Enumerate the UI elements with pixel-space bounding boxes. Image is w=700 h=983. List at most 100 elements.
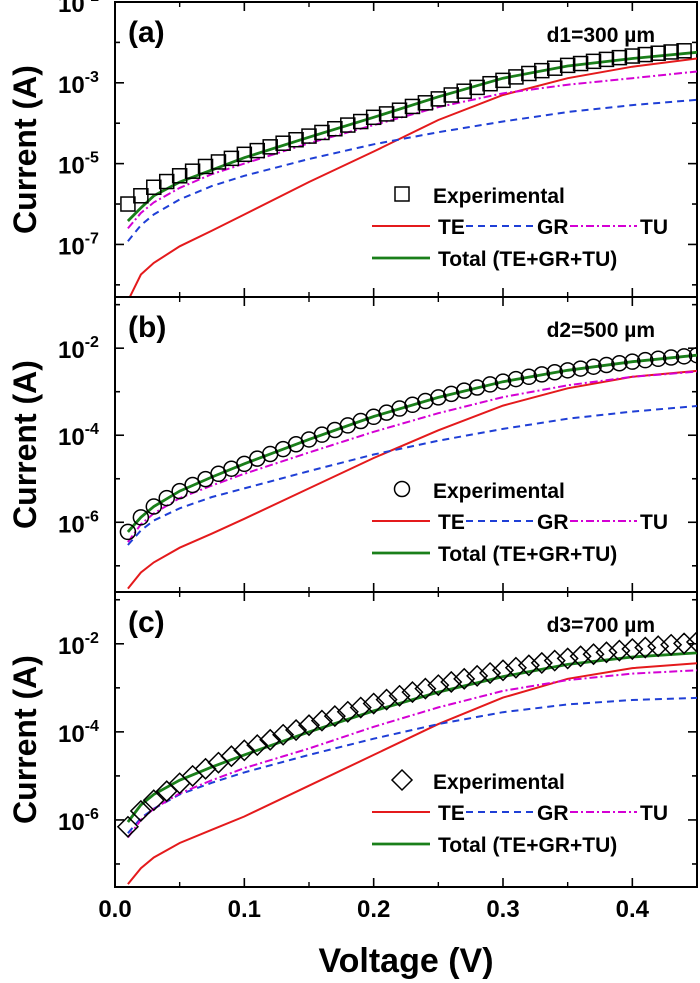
- data-point: [220, 745, 243, 768]
- data-point: [466, 664, 489, 687]
- data-point: [611, 355, 628, 372]
- legend-label-gr: GR: [537, 511, 569, 534]
- legend-marker-experimental: [394, 186, 410, 202]
- data-point: [365, 109, 382, 126]
- data-point: [456, 83, 472, 99]
- series-line-gr: [127, 98, 697, 242]
- data-point: [223, 150, 240, 167]
- data-point: [533, 366, 551, 383]
- data-point: [611, 49, 628, 66]
- data-point: [517, 654, 540, 677]
- data-point: [246, 734, 269, 757]
- data-point: [401, 681, 424, 704]
- series-line-total: [126, 353, 697, 533]
- series-line-te: [128, 57, 697, 297]
- data-point: [598, 356, 615, 374]
- data-point: [404, 98, 421, 115]
- data-point: [469, 79, 485, 96]
- legend-label-experimental: Experimental: [433, 185, 565, 208]
- data-point: [585, 358, 602, 375]
- legend: Experimental TE GR TU Total (TE+GR+TU): [372, 768, 668, 857]
- data-point: [272, 723, 295, 746]
- data-point: [259, 728, 282, 751]
- data-point: [685, 630, 697, 654]
- legend: Experimental TE GR TU Total (TE+GR+TU): [372, 185, 668, 271]
- legend-label-total: Total (TE+GR+TU): [438, 543, 617, 566]
- data-point: [569, 645, 592, 668]
- legend-label-experimental: Experimental: [433, 771, 565, 794]
- data-point: [530, 651, 553, 674]
- data-point: [375, 688, 398, 711]
- legend-label-tu: TU: [640, 216, 668, 239]
- data-point: [650, 45, 666, 61]
- data-point: [481, 376, 499, 393]
- data-point: [662, 349, 680, 366]
- data-point: [598, 51, 615, 68]
- data-point: [543, 649, 566, 672]
- y-tick-label: 10-2: [58, 334, 99, 364]
- legend-label-te: TE: [438, 216, 465, 239]
- data-point: [430, 91, 447, 107]
- data-point: [430, 389, 447, 406]
- legend-label-te: TE: [438, 802, 465, 825]
- legend-label-te: TE: [438, 511, 465, 534]
- y-tick-label: 10-2: [58, 630, 99, 660]
- data-point: [233, 739, 256, 762]
- x-axis-label: Voltage (V): [318, 942, 493, 980]
- data-point: [352, 113, 369, 130]
- data-point: [417, 392, 434, 410]
- data-point: [556, 647, 579, 670]
- panel-1: 10-7 10-5 10-3 10-1 Current (A) (a) d1=300 µm E…: [7, 0, 698, 298]
- data-point: [508, 69, 524, 85]
- data-point: [414, 677, 437, 700]
- data-point: [676, 43, 692, 59]
- data-point: [624, 48, 641, 64]
- data-point: [288, 131, 304, 148]
- series-line-tu: [127, 70, 697, 230]
- legend-label-total: Total (TE+GR+TU): [438, 248, 617, 271]
- data-point: [285, 718, 308, 742]
- data-point: [236, 146, 253, 163]
- data-point: [504, 656, 527, 679]
- panel-label: (b): [128, 311, 166, 344]
- data-point: [507, 370, 525, 388]
- series-line-te: [127, 662, 697, 885]
- data-point: [349, 696, 372, 719]
- data-point: [637, 351, 654, 369]
- data-point: [119, 523, 137, 541]
- data-point: [520, 368, 538, 386]
- y-tick-label: 10-4: [58, 718, 99, 748]
- data-point: [184, 163, 201, 179]
- panel-annotation: d3=700 µm: [547, 614, 655, 637]
- y-axis-label: Current (A): [7, 65, 43, 234]
- data-point: [145, 498, 163, 515]
- data-point: [133, 188, 149, 204]
- data-point: [120, 196, 136, 212]
- data-point: [468, 379, 486, 396]
- y-tick-label: 10-1: [58, 0, 99, 18]
- data-point: [301, 128, 317, 144]
- data-point: [142, 789, 165, 812]
- data-point: [688, 346, 697, 364]
- data-point: [378, 106, 395, 122]
- series-line-te: [127, 369, 697, 590]
- data-point: [132, 509, 150, 526]
- data-point: [559, 57, 576, 74]
- legend-label-tu: TU: [640, 802, 668, 825]
- x-tick-label: 0.1: [228, 896, 261, 923]
- data-point: [440, 670, 463, 694]
- legend: Experimental TE GR TU Total (TE+GR+TU): [372, 480, 668, 566]
- data-point: [336, 700, 359, 723]
- data-point: [546, 363, 563, 381]
- data-point: [621, 637, 644, 661]
- data-point: [608, 639, 631, 662]
- data-point: [340, 117, 356, 133]
- data-point: [673, 632, 696, 655]
- plot-frame: [114, 591, 698, 888]
- data-point: [585, 53, 602, 70]
- data-point: [197, 158, 214, 175]
- y-axis-label: Current (A): [7, 360, 43, 529]
- plot-area: [116, 630, 697, 885]
- data-point: [391, 400, 408, 417]
